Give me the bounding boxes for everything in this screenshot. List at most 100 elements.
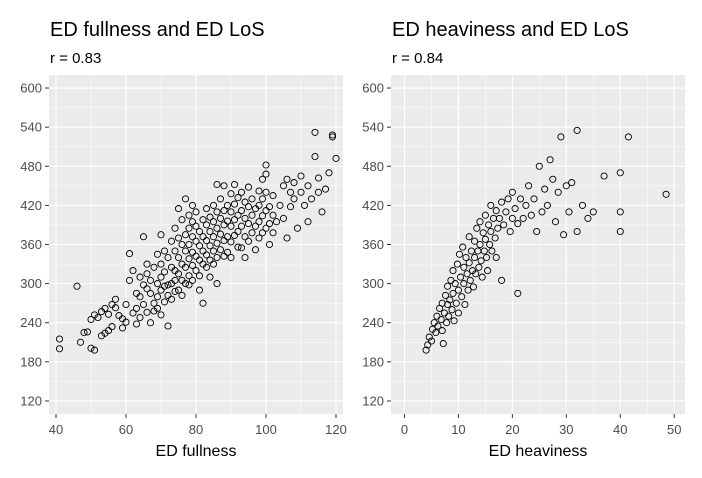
data-point — [476, 240, 484, 249]
data-point — [286, 188, 295, 196]
data-point — [174, 234, 183, 242]
y-tick-label: 540 — [20, 120, 42, 135]
data-point — [153, 293, 162, 301]
data-point — [157, 231, 165, 239]
data-point — [573, 227, 581, 236]
data-point — [495, 214, 503, 222]
data-point — [422, 346, 430, 354]
data-point — [460, 263, 468, 271]
data-point — [494, 224, 502, 232]
data-point — [234, 227, 242, 236]
plot-area: 120 180 240 300 360 420 480 540 600 40 60 80 100 120 — [20, 75, 347, 437]
y-tick-label: 240 — [20, 315, 42, 330]
data-point — [206, 273, 214, 281]
y-tick-label: 480 — [20, 159, 42, 174]
data-point — [616, 227, 624, 236]
data-point — [202, 251, 211, 259]
data-point — [557, 133, 565, 141]
data-point — [262, 188, 270, 196]
data-point — [438, 299, 446, 307]
chart-subtitle: r = 0.83 — [50, 50, 101, 67]
data-point — [174, 205, 183, 213]
data-point — [248, 229, 256, 237]
data-point — [462, 253, 470, 262]
data-point — [255, 218, 263, 226]
data-point — [227, 190, 235, 198]
data-point — [139, 281, 148, 289]
data-point — [473, 224, 481, 232]
data-point — [171, 287, 179, 295]
data-point — [533, 227, 541, 236]
data-point — [538, 208, 546, 216]
data-point — [125, 276, 134, 284]
data-point — [227, 238, 235, 246]
data-point — [508, 188, 516, 196]
data-point — [258, 229, 267, 237]
data-point — [427, 337, 436, 345]
data-point — [262, 207, 270, 215]
data-point — [463, 270, 471, 278]
data-point — [475, 263, 483, 271]
data-point — [241, 198, 249, 206]
data-point — [477, 257, 485, 265]
data-point — [304, 182, 312, 190]
plot-area: 120 180 240 300 360 420 480 540 600 0 10 20 30 40 50 — [362, 75, 685, 437]
data-point — [146, 289, 155, 297]
data-point — [146, 319, 155, 327]
data-point — [311, 152, 319, 161]
data-point — [508, 214, 516, 222]
data-point — [195, 227, 204, 236]
data-point — [234, 243, 242, 251]
y-tick-label: 120 — [362, 393, 384, 408]
data-point — [484, 267, 492, 275]
data-point — [506, 227, 514, 236]
data-point — [188, 218, 197, 226]
data-point — [108, 323, 116, 331]
y-tick-label: 360 — [362, 237, 384, 252]
data-point — [265, 220, 274, 228]
data-point — [487, 201, 495, 209]
data-point — [174, 253, 183, 262]
data-point — [446, 296, 454, 304]
data-point — [171, 247, 179, 255]
data-point — [444, 282, 452, 290]
data-point — [185, 281, 193, 289]
data-point — [449, 267, 457, 275]
data-point — [293, 224, 302, 232]
data-point — [272, 218, 281, 226]
data-point — [514, 289, 522, 297]
data-point — [234, 211, 242, 219]
data-point — [527, 211, 535, 219]
x-tick-label: 10 — [451, 422, 465, 437]
data-point — [185, 211, 193, 219]
data-point — [76, 338, 85, 346]
data-point — [244, 203, 253, 211]
data-point — [129, 309, 137, 317]
y-tick-label: 600 — [20, 81, 42, 96]
data-point — [202, 263, 211, 271]
data-point — [157, 273, 165, 281]
data-point — [80, 328, 88, 337]
data-point — [265, 240, 274, 249]
data-point — [616, 208, 624, 216]
data-point — [139, 233, 148, 241]
data-point — [160, 282, 169, 290]
data-point — [181, 247, 190, 255]
data-point — [498, 198, 506, 206]
data-point — [167, 237, 176, 245]
data-point — [150, 263, 158, 271]
data-point — [213, 253, 221, 262]
data-point — [160, 268, 169, 276]
y-tick-label: 240 — [362, 315, 384, 330]
data-point — [662, 190, 670, 198]
data-point — [174, 270, 183, 278]
data-point — [551, 218, 560, 226]
data-point — [502, 208, 510, 216]
y-tick-label: 480 — [362, 159, 384, 174]
data-point — [283, 175, 291, 183]
data-point — [437, 315, 445, 324]
data-point — [129, 267, 137, 275]
data-point — [491, 234, 499, 242]
data-point — [248, 211, 256, 219]
